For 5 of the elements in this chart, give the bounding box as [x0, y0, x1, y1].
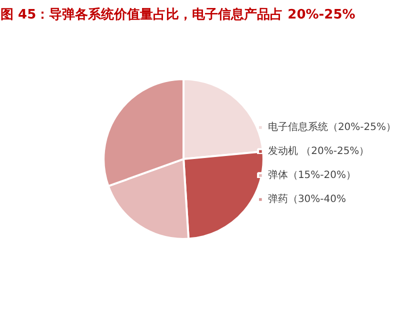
chart-title: 图 45：导弹各系统价值量占比，电子信息产品占 20%-25%	[0, 6, 356, 22]
legend-label: 发动机 （20%-25%）	[268, 144, 370, 158]
legend-label: 弹药（30%-40%	[268, 192, 346, 206]
legend-label: 电子信息系统（20%-25%）	[268, 120, 396, 134]
legend-label: 弹体（15%-20%）	[268, 168, 356, 182]
